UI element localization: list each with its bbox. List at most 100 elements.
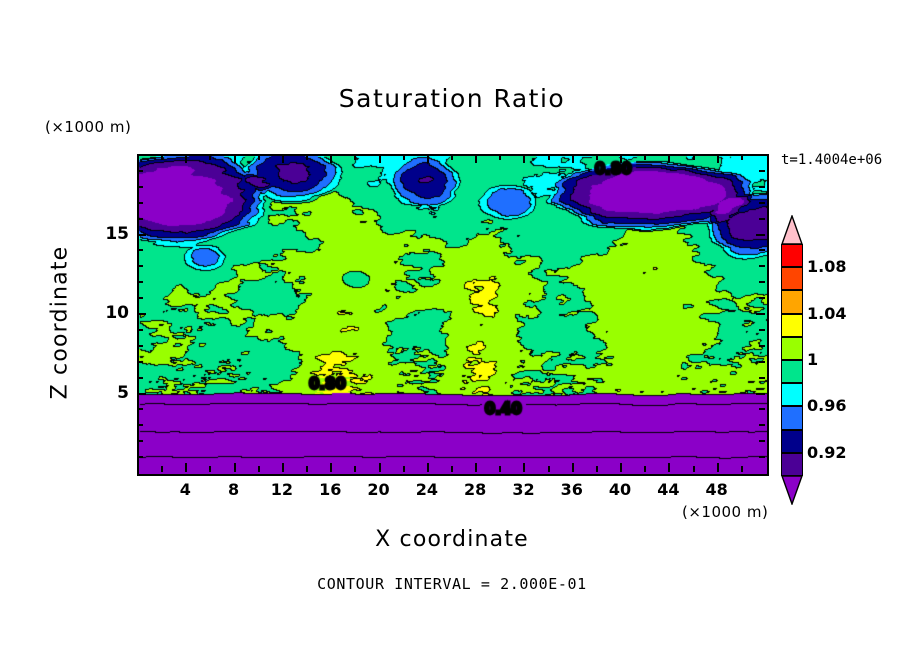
colorbar-bottom-arrow [781, 475, 803, 505]
colorbar-band-0 [781, 244, 803, 268]
x-tick-top-16 [330, 154, 333, 163]
y-tick-8 [137, 344, 143, 347]
y-tick-right-16 [759, 217, 765, 220]
y-tick-right-9 [759, 328, 765, 331]
x-tick-label-36: 36 [560, 480, 583, 499]
x-tick-top-8 [233, 154, 236, 163]
x-tick-top-46 [692, 154, 695, 160]
colorbar-band-6 [781, 383, 803, 407]
y-tick-right-4 [759, 408, 765, 411]
y-tick-9 [137, 328, 143, 331]
x-axis-units-label: (×1000 m) [682, 503, 769, 521]
contour-plot [137, 154, 769, 476]
x-tick-10 [257, 466, 260, 472]
x-tick-top-22 [402, 154, 405, 160]
x-tick-top-30 [499, 154, 502, 160]
x-tick-top-4 [185, 154, 188, 163]
x-tick-top-38 [595, 154, 598, 160]
x-tick-8 [233, 463, 236, 472]
x-tick-top-44 [668, 154, 671, 163]
x-tick-22 [402, 466, 405, 472]
x-tick-top-50 [740, 154, 743, 160]
y-tick-7 [137, 360, 143, 363]
colorbar-band-3 [781, 313, 803, 337]
x-tick-top-2 [161, 154, 164, 160]
x-tick-44 [668, 463, 671, 472]
colorbar-label-1-04: 1.04 [807, 303, 847, 323]
plot-clip-region [139, 156, 767, 474]
x-tick-label-48: 48 [705, 480, 728, 499]
y-tick-2 [137, 440, 143, 443]
y-tick-right-13 [759, 265, 765, 268]
x-tick-28 [475, 463, 478, 472]
x-tick-24 [426, 463, 429, 472]
x-tick-top-40 [620, 154, 623, 163]
y-tick-right-15 [756, 233, 765, 236]
colorbar-band-1 [781, 267, 803, 291]
page-title: Saturation Ratio [338, 84, 566, 113]
x-tick-top-28 [475, 154, 478, 163]
x-tick-46 [692, 466, 695, 472]
colorbar-label-0-92: 0.92 [807, 442, 847, 462]
x-tick-top-20 [378, 154, 381, 163]
x-tick-top-32 [523, 154, 526, 163]
y-tick-right-10 [756, 313, 765, 315]
x-tick-label-28: 28 [464, 480, 487, 499]
x-tick-top-6 [209, 154, 212, 160]
x-tick-top-26 [451, 154, 453, 160]
contour-interval-caption: CONTOUR INTERVAL = 2.000E-01 [317, 575, 587, 593]
x-tick-top-10 [257, 154, 260, 160]
colorbar-top-arrow [781, 215, 803, 245]
x-tick-label-44: 44 [657, 480, 680, 499]
x-tick-32 [523, 463, 526, 472]
x-axis-title: X coordinate [375, 527, 529, 552]
y-tick-right-11 [759, 297, 765, 300]
x-tick-30 [499, 466, 502, 472]
x-tick-34 [547, 466, 550, 472]
x-tick-40 [620, 463, 623, 472]
colorbar-band-2 [781, 290, 803, 314]
colorbar-label-1-08: 1.08 [807, 257, 847, 277]
colorbar-band-8 [781, 429, 803, 453]
y-tick-4 [137, 408, 143, 411]
y-tick-3 [137, 424, 143, 427]
y-tick-label-5: 5 [117, 382, 129, 403]
y-tick-right-5 [756, 392, 765, 395]
x-tick-label-12: 12 [270, 480, 294, 499]
x-tick-48 [716, 463, 719, 472]
x-tick-42 [644, 466, 647, 472]
x-tick-top-18 [354, 154, 357, 160]
y-tick-right-1 [759, 456, 765, 459]
x-tick-2 [161, 466, 164, 472]
x-tick-4 [185, 463, 188, 472]
y-tick-10 [137, 313, 146, 315]
y-tick-right-8 [759, 344, 765, 347]
x-tick-16 [330, 463, 333, 472]
x-tick-top-24 [426, 154, 429, 163]
colorbar: 1.08 1.04 1 0.96 0.92 [781, 215, 846, 505]
y-tick-12 [137, 281, 143, 284]
y-tick-right-2 [759, 440, 765, 443]
x-tick-label-16: 16 [319, 480, 342, 499]
x-tick-label-20: 20 [367, 480, 390, 499]
colorbar-band-7 [781, 406, 803, 430]
x-tick-top-42 [644, 154, 647, 160]
colorbar-label-0-96: 0.96 [807, 396, 847, 416]
timestamp-label: t=1.4004e+06 [781, 152, 883, 168]
y-tick-15 [137, 233, 146, 236]
y-tick-right-12 [759, 281, 765, 284]
x-tick-top-14 [306, 154, 309, 160]
colorbar-band-4 [781, 336, 803, 360]
x-tick-38 [595, 466, 598, 472]
x-tick-18 [354, 466, 357, 472]
x-tick-label-32: 32 [512, 480, 535, 499]
y-tick-label-15: 15 [105, 223, 129, 244]
y-tick-6 [137, 376, 143, 379]
y-tick-right-19 [759, 169, 765, 172]
y-tick-right-6 [759, 376, 765, 379]
y-tick-label-10: 10 [105, 303, 129, 323]
colorbar-band-5 [781, 360, 803, 384]
x-tick-top-12 [281, 154, 284, 163]
x-tick-20 [378, 463, 381, 472]
x-tick-36 [571, 463, 574, 472]
